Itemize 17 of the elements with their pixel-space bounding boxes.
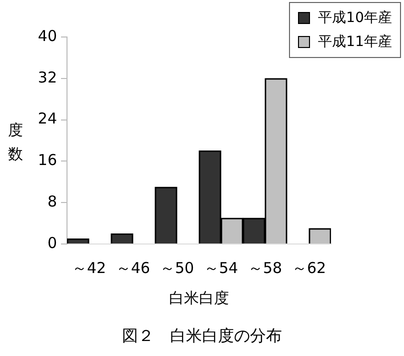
y-tick-label: 16 [38,151,57,170]
y-axis-title: 度数 [8,120,24,165]
legend-label: 平成10年産 [318,9,392,28]
y-tick-label: 0 [47,234,57,252]
x-tick-label: ～42 [72,258,106,277]
y-tick-label: 8 [47,192,57,210]
legend-label: 平成11年産 [318,33,392,52]
y-tick-label: 24 [38,110,57,128]
x-tick-label: ～58 [248,258,282,277]
text: 図２ 白米白度の分布 [121,326,283,347]
x-tick-label: ～62 [292,258,326,277]
x-tick-label: ～54 [204,258,238,277]
x-axis-title: 白米白度 [169,288,229,307]
y-tick-label: 40 [38,26,57,45]
x-tick-label: ～46 [116,258,150,277]
y-tick-label: 32 [38,68,57,86]
x-tick-label: ～50 [160,258,194,277]
